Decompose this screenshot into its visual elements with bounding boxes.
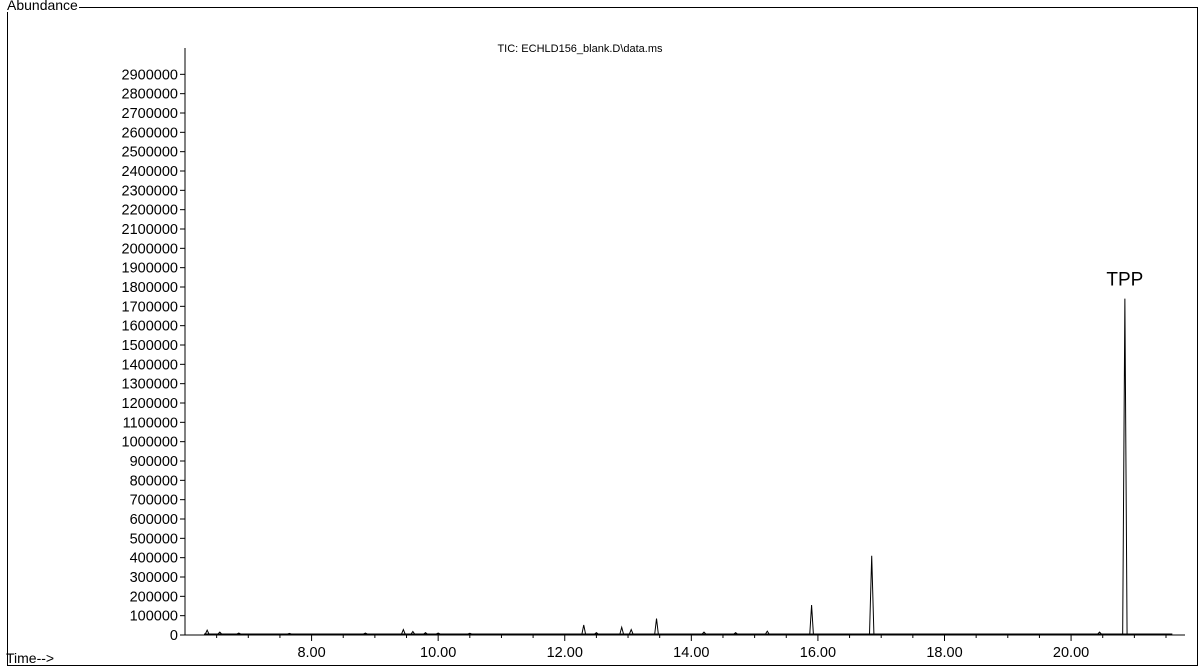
x-tick-label: 14.00 [673,645,709,661]
y-tick-label: 300000 [130,570,178,586]
tic-peak [410,630,416,635]
y-tick-label: 2100000 [122,222,178,238]
tic-peak [581,624,587,635]
y-tick-label: 1400000 [122,357,178,373]
tic-peak [423,632,428,635]
y-tick-label: 2200000 [122,203,178,219]
tic-peak [436,632,441,635]
y-tick-label: 2400000 [122,164,178,180]
tic-peak [701,631,707,635]
tic-peak [1097,631,1102,635]
x-tick-label: 20.00 [1053,645,1089,661]
tic-peak [287,632,292,635]
tic-peak [869,555,875,635]
tic-peak [401,628,406,635]
y-tick-label: 2500000 [122,145,178,161]
y-tick-label: 600000 [130,512,178,528]
y-tick-label: 800000 [130,473,178,489]
peak-annotation-label: TPP [1106,269,1143,290]
y-tick-label: 700000 [130,493,178,509]
tic-peak [236,632,241,635]
y-tick-label: 1100000 [123,415,178,431]
y-tick-label: 500000 [130,531,178,547]
y-tick-label: 2600000 [122,125,178,141]
y-tick-label: 1800000 [122,280,178,296]
y-tick-label: 1900000 [122,261,178,277]
tic-peak [809,605,814,635]
y-tick-label: 0 [170,628,178,644]
tic-peak [594,632,599,635]
x-tick-label: 10.00 [420,645,456,661]
tic-peak [619,625,624,635]
y-tick-label: 2000000 [122,241,178,257]
y-tick-label: 1600000 [122,319,178,335]
tic-peak [217,631,222,635]
x-tick-label: 12.00 [547,645,583,661]
tic-peak [1122,298,1128,635]
tic-peak [204,628,210,635]
y-tick-label: 100000 [130,609,178,625]
y-tick-label: 1700000 [122,299,178,315]
x-tick-label: 8.00 [297,645,325,661]
y-tick-label: 1200000 [122,396,178,412]
y-tick-label: 2900000 [122,67,178,83]
y-tick-label: 1300000 [122,377,178,393]
y-tick-label: 900000 [130,454,178,470]
x-tick-label: 16.00 [800,645,836,661]
y-tick-label: 200000 [130,589,178,605]
chart-title: TIC: ECHLD156_blank.D\data.ms [497,43,663,55]
x-tick-label: 18.00 [926,645,962,661]
y-tick-label: 2300000 [122,183,178,199]
tic-peak [467,632,472,635]
y-axis-title: Abundance [6,0,79,13]
tic-peak [733,632,738,635]
y-tick-label: 400000 [130,551,178,567]
y-tick-label: 1500000 [122,338,178,354]
tic-peak [628,628,634,635]
y-tick-label: 2700000 [122,106,178,122]
tic-peak [765,630,770,635]
x-axis-title: Time--> [6,650,55,666]
tic-peak [363,632,368,635]
y-tick-label: 2800000 [122,87,178,103]
y-tick-label: 1000000 [122,435,178,451]
tic-peak [654,618,659,635]
